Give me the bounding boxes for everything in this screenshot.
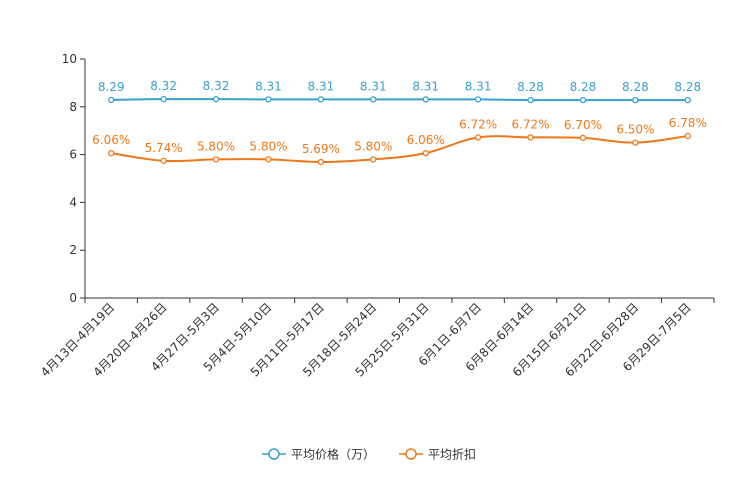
legend-marker-icon: [405, 448, 417, 460]
y-tick-label: 8: [69, 100, 77, 114]
data-label: 8.28: [622, 80, 649, 94]
legend-item-2: 平均折扣: [399, 447, 476, 462]
y-tick-label: 4: [69, 195, 77, 209]
data-label: 8.29: [98, 80, 125, 94]
data-label: 5.80%: [249, 139, 287, 153]
data-label: 6.06%: [92, 133, 130, 147]
data-label: 8.31: [360, 79, 387, 93]
data-point: [370, 96, 377, 103]
y-tick-label: 10: [62, 52, 77, 66]
y-tick-label: 6: [69, 148, 77, 162]
series-1: 8.29 8.32 8.32 8.31 8.31 8.31 8.31 8.31 8.28 8.28…: [98, 79, 701, 104]
data-label: 6.70%: [564, 118, 602, 132]
data-point: [422, 150, 429, 157]
data-point: [212, 156, 220, 163]
data-point: [370, 156, 377, 163]
data-point: [579, 134, 587, 142]
series-2: 6.06% 5.74% 5.80% 5.80% 5.69% 5.80% 6.06% 6.72%…: [92, 116, 707, 166]
data-label: 8.31: [465, 79, 492, 93]
data-label: 5.74%: [145, 141, 183, 155]
data-point: [632, 96, 639, 104]
data-point: [317, 96, 325, 103]
data-point: [212, 96, 220, 103]
series-line: [111, 98, 688, 102]
data-label: 6.50%: [616, 123, 654, 137]
data-point: [579, 96, 587, 104]
legend-item-1: 平均价格（万）: [262, 447, 375, 462]
data-point: [160, 157, 167, 164]
data-point: [684, 132, 691, 140]
data-point: [160, 96, 167, 103]
series-line: [111, 134, 688, 164]
data-label: 6.78%: [669, 116, 707, 130]
y-tick-label: 0: [69, 291, 77, 305]
legend-marker-icon: [268, 448, 280, 460]
data-label: 8.28: [517, 80, 544, 94]
data-point: [474, 134, 482, 141]
data-point: [265, 96, 272, 103]
data-label: 6.72%: [511, 117, 549, 131]
legend-label: 平均价格（万）: [291, 447, 375, 462]
data-label: 5.80%: [197, 139, 235, 153]
data-point: [265, 156, 272, 163]
data-label: 8.28: [674, 80, 701, 94]
data-label: 5.69%: [302, 142, 340, 156]
data-label: 8.31: [308, 79, 335, 93]
data-label: 8.31: [412, 79, 439, 93]
data-label: 8.28: [570, 80, 597, 94]
data-point: [632, 139, 639, 146]
data-point: [684, 96, 691, 104]
data-label: 6.06%: [407, 133, 445, 147]
data-point: [474, 96, 482, 103]
data-point: [527, 134, 534, 141]
data-point: [108, 150, 115, 157]
data-label: 6.72%: [459, 117, 497, 131]
data-label: 8.32: [203, 79, 230, 93]
data-label: 8.32: [150, 79, 177, 93]
data-point: [108, 96, 115, 104]
y-tick-label: 2: [69, 243, 77, 257]
data-label: 5.80%: [354, 139, 392, 153]
data-point: [317, 158, 325, 166]
legend-label: 平均折扣: [428, 447, 476, 462]
data-label: 8.31: [255, 79, 282, 93]
data-point: [527, 96, 534, 104]
data-point: [422, 96, 429, 103]
